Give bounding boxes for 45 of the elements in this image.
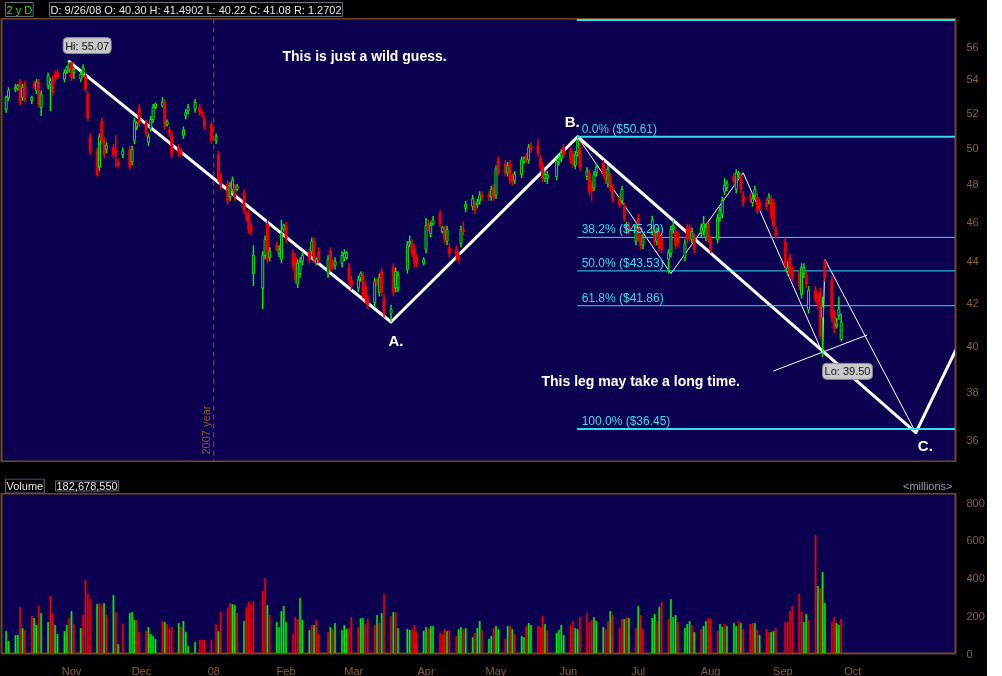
x-tick-label: Jul: [631, 664, 646, 676]
series-label: 50.0% ($43.53): [581, 255, 664, 270]
x-tick-label: 08: [207, 664, 220, 676]
y-tick-label: 44: [966, 255, 979, 268]
x-tick-label: Feb: [276, 664, 296, 676]
y-tick-label: 52: [966, 106, 979, 119]
y-tick-label: 0: [966, 647, 973, 660]
y-tick-label: 54: [966, 73, 979, 86]
y-tick-label: 42: [966, 296, 979, 309]
chart-subtitle: 182,678,550: [56, 480, 118, 492]
series-label: 0.0% ($50.61): [581, 121, 658, 136]
y-tick-label: 40: [966, 340, 979, 353]
x-tick-label: Nov: [61, 664, 82, 676]
annotation: C.: [917, 436, 933, 454]
annotation: This leg may take a long time.: [541, 372, 740, 389]
x-tick-label: Aug: [700, 664, 721, 676]
annotation: Lo: 39.50: [824, 365, 871, 378]
x-tick-label: Mar: [344, 664, 364, 676]
series-label: 100.0% ($36.45): [581, 413, 671, 428]
annotation: B.: [564, 112, 580, 130]
x-tick-label: Oct: [844, 664, 862, 676]
series-label: 61.8% ($41.86): [581, 290, 664, 305]
y-tick-label: 38: [966, 385, 979, 398]
y-tick-label: 48: [966, 177, 979, 190]
y-tick-label: 36: [966, 433, 979, 446]
chart-title: 2 y D: [6, 3, 33, 16]
y-tick-label: 600: [966, 534, 985, 547]
x-tick-label: Apr: [417, 664, 435, 676]
annotation: This is just a wild guess.: [282, 47, 447, 64]
y-tick-label: 200: [966, 609, 985, 622]
annotation: A.: [388, 332, 404, 350]
y-tick-label: 46: [966, 215, 979, 228]
x-tick-label: Dec: [131, 664, 152, 676]
annotation: Hi: 55.07: [65, 39, 110, 52]
x-tick-label: Sep: [773, 664, 793, 676]
ref-line-label: 2007 year: [199, 405, 212, 455]
y-axis-title: <millions>: [902, 480, 953, 492]
y-tick-label: 800: [966, 496, 985, 509]
chart-title: Volume: [6, 480, 44, 492]
y-tick-label: 56: [966, 40, 979, 53]
x-tick-label: Jun: [559, 664, 578, 676]
chart-subtitle: D: 9/26/08 O: 40.30 H: 41.4902 L: 40.22 C: 41.08 R: 1.2702: [50, 3, 342, 16]
y-tick-label: 50: [966, 141, 979, 154]
x-tick-label: May: [485, 664, 507, 676]
y-tick-label: 400: [966, 572, 985, 585]
